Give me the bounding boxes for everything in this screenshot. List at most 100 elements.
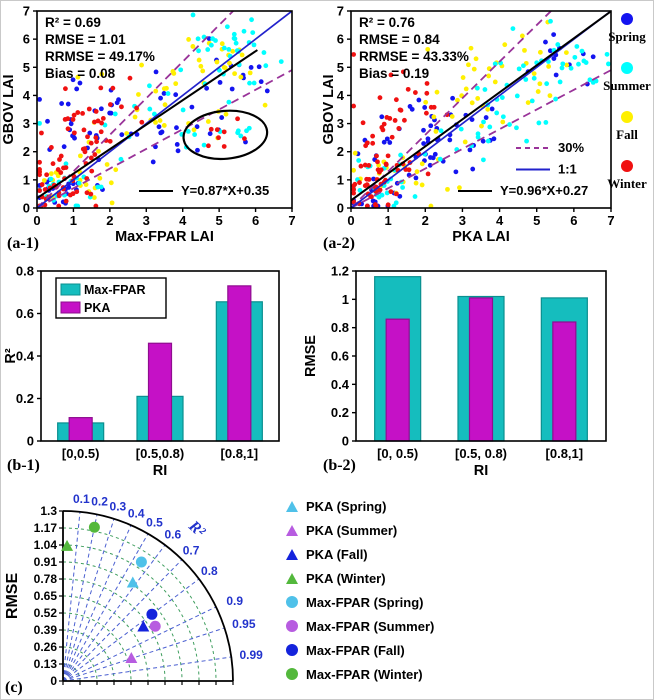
triangle-icon <box>285 524 299 536</box>
scatter-point-fall <box>525 100 531 106</box>
regression-line <box>37 49 258 199</box>
scatter-point-spring <box>480 138 486 144</box>
tick-label: 7 <box>337 4 344 19</box>
triangle-marker <box>286 548 298 560</box>
scatter-point-fall <box>171 71 177 76</box>
scatter-point-fall <box>238 74 244 80</box>
scatter-point-winter <box>405 86 411 92</box>
scatter-point-spring <box>407 104 413 109</box>
scatter-plot-pka: 0 1 2 3 4 5 6 7 0 1 2 3 4 5 6 7 PKA LAI GBOV LAI R² = 0.76… <box>321 4 615 246</box>
scatter-point-summer <box>147 106 153 112</box>
scatter-point-summer <box>147 83 152 89</box>
scatter-point-winter <box>74 189 80 195</box>
scatter-point-winter <box>88 155 94 161</box>
scatter-point-winter <box>80 110 85 116</box>
ellipse-annotation <box>182 109 269 161</box>
scatter-point-summer <box>581 58 587 64</box>
scatter-point-summer <box>224 24 230 30</box>
scatter-point-spring <box>489 106 495 112</box>
taylor-legend-item: PKA (Summer) <box>285 518 434 542</box>
scatter-point-winter <box>65 126 71 132</box>
scatter-point-summer <box>231 31 237 37</box>
tick-label: 0.26 <box>34 640 58 654</box>
scatter-point-fall <box>153 120 158 125</box>
stats-line: R² = 0.76 <box>359 15 415 30</box>
scatter-point-spring <box>161 91 167 96</box>
scatter-point-fall <box>455 97 460 103</box>
scatter-point-winter <box>37 167 42 172</box>
legend-item-summer: Summer <box>603 62 651 94</box>
scatter-point-summer <box>226 47 232 52</box>
taylor-legend-item: PKA (Fall) <box>285 542 434 566</box>
scatter-point-winter <box>381 121 387 127</box>
scatter-point-summer <box>524 138 529 144</box>
x-axis-label: RI <box>153 463 168 479</box>
scatter-point-winter <box>206 143 211 149</box>
scatter-point-summer <box>507 122 512 127</box>
scatter-point-winter <box>139 119 145 125</box>
scatter-point-winter <box>85 134 90 140</box>
legend-label: Fall <box>616 127 638 142</box>
scatter-point-summer <box>37 120 42 126</box>
scatter-point-spring <box>430 155 436 161</box>
scatter-point-winter <box>242 136 247 142</box>
tick-label: 0.6 <box>331 349 349 364</box>
tick-label: 3 <box>337 116 344 131</box>
tick-label: 3 <box>23 116 30 131</box>
category-label: [0, 0.5) <box>377 446 418 461</box>
scatter-point-winter <box>98 129 104 135</box>
bar-chart-r2: [0,0.5) [0.5,0.8) [0.8,1] 0 0.2 0.4 0.6 0.8 RI R²… <box>3 264 280 479</box>
legend-label: Y=0.96*X+0.27 <box>500 183 588 198</box>
scatter-point-summer <box>574 44 580 49</box>
legend-item-spring: Spring <box>608 13 646 45</box>
scatter-point-summer <box>475 131 481 137</box>
scatter-point-winter <box>70 191 76 197</box>
scatter-point-summer <box>438 128 444 134</box>
scatter-point-winter <box>379 125 385 130</box>
stats-line: RMSE = 1.01 <box>45 32 126 47</box>
scatter-point-winter <box>71 130 77 136</box>
scatter-point-winter <box>400 69 406 75</box>
tick-label: 2 <box>337 144 344 159</box>
tick-label: 2 <box>106 213 113 228</box>
taylor-legend-item: Max-FPAR (Spring) <box>285 590 434 614</box>
scatter-point-winter <box>352 181 358 187</box>
scatter-point-winter <box>82 149 88 155</box>
taylor-point <box>135 556 147 568</box>
scatter-point-summer <box>487 124 493 130</box>
scatter-point-spring <box>68 121 74 127</box>
scatter-point-winter <box>86 106 92 112</box>
regression-line <box>351 11 611 202</box>
taylor-legend-item: Max-FPAR (Summer) <box>285 614 434 638</box>
scatter-point-summer <box>559 65 565 71</box>
scatter-point-spring <box>543 39 548 45</box>
scatter-point-winter <box>351 103 356 109</box>
tick-label: 4 <box>337 88 345 103</box>
tick-label: 6 <box>570 213 577 228</box>
scatter-point-spring <box>74 86 80 92</box>
tick-label: 0.39 <box>34 623 58 637</box>
y-axis-label: GBOV LAI <box>321 74 337 144</box>
legend-swatch <box>60 283 81 296</box>
scatter-point-spring <box>207 131 213 137</box>
scatter-point-winter <box>70 117 76 122</box>
tick-label: 5 <box>533 213 540 228</box>
scatter-point-spring <box>258 79 264 85</box>
scatter-point-spring <box>37 96 42 102</box>
scatter-point-winter <box>44 172 50 178</box>
r2-gridline <box>62 511 81 682</box>
r2-tick-label: 0.5 <box>146 516 163 530</box>
scatter-point-spring <box>61 144 67 150</box>
legend-item-winter: Winter <box>607 160 647 192</box>
taylor-legend-item: Max-FPAR (Fall) <box>285 638 434 662</box>
scatter-point-summer <box>492 61 498 67</box>
taylor-legend-item: PKA (Spring) <box>285 494 434 518</box>
scatter-point-summer <box>249 17 254 23</box>
category-label: [0,0.5) <box>62 446 100 461</box>
scatter-point-summer <box>213 38 218 43</box>
scatter-point-summer <box>246 125 252 131</box>
scatter-point-summer <box>178 67 184 73</box>
r2-gridline <box>62 559 183 682</box>
tick-label: 0 <box>23 201 30 216</box>
scatter-point-summer <box>196 48 201 54</box>
